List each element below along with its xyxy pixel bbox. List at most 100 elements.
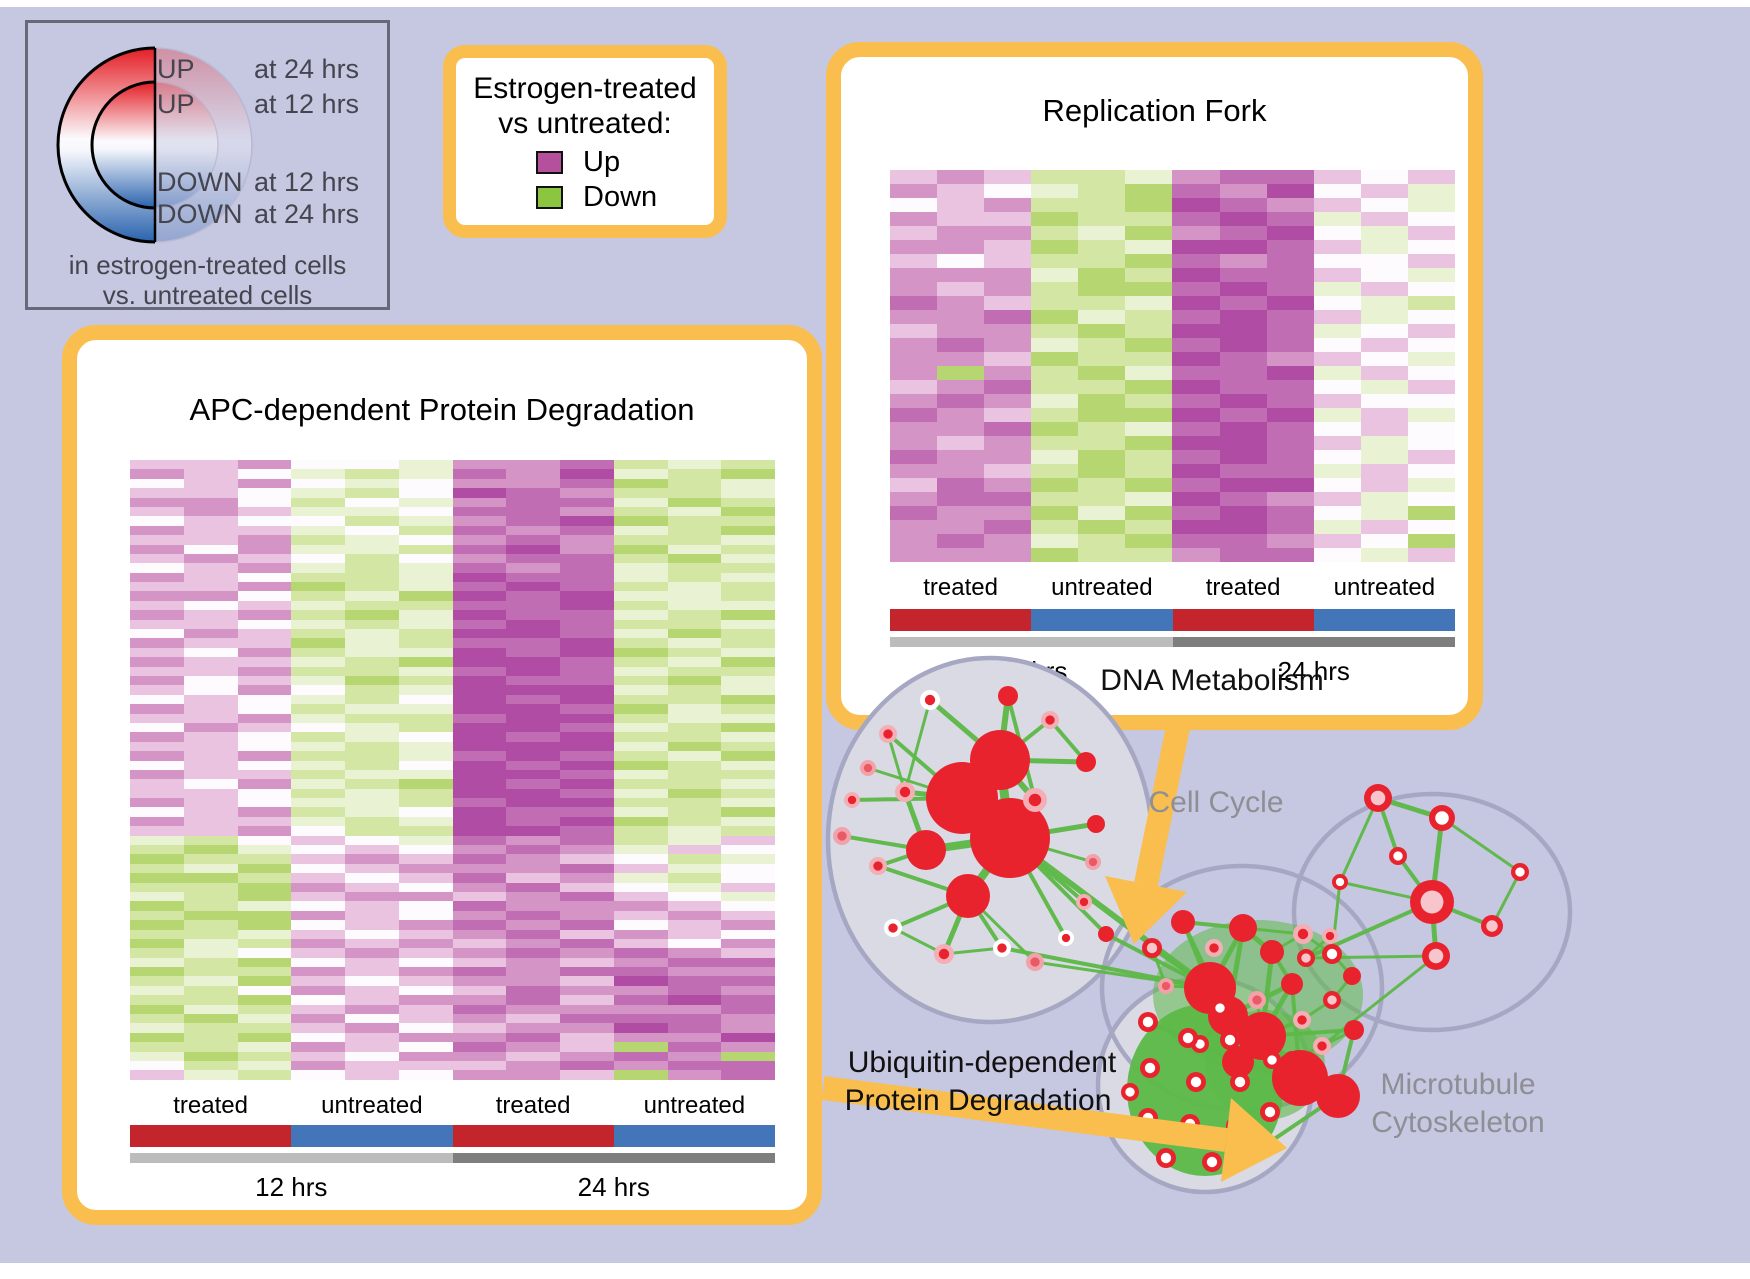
heatmap-cell [613,544,668,554]
heatmap-cell [984,240,1032,254]
heatmap-cell [452,948,507,958]
heatmap-cell [130,1070,184,1080]
heatmap-cell [452,638,507,648]
heatmap-cell [1219,380,1267,394]
heatmap-cell [1125,422,1173,436]
heatmap-cell [237,826,292,836]
heatmap-cell [613,610,668,620]
heatmap-cell [1407,338,1455,352]
heatmap-row [130,563,775,573]
heatmap-cell [984,380,1032,394]
heatmap-cell [398,694,453,705]
heatmap-cell [721,920,775,930]
heatmap-cell [452,901,507,911]
heatmap-cell [1219,310,1267,324]
heatmap-row [130,600,775,611]
rf-panel-title: Replication Fork [1042,93,1267,128]
heatmap-cell [1407,240,1455,254]
heatmap-cell [130,657,184,667]
heatmap-row [130,713,775,723]
heatmap-cell [560,657,614,667]
heatmap-cell [890,408,938,422]
heatmap-row [890,226,1455,240]
heatmap-cell [130,629,184,639]
heatmap-cell [452,666,507,676]
heatmap-cell [890,352,938,366]
heatmap-cell [345,835,399,846]
heatmap-cell [183,751,238,761]
heatmap-cell [984,450,1032,464]
heatmap-cell [721,657,775,667]
heatmap-cell [452,845,507,855]
heatmap-cell [721,694,775,705]
heatmap-cell [613,685,668,695]
heatmap-cell [721,1042,775,1052]
heatmap-cell [1172,268,1220,282]
heatmap-cell [560,713,614,723]
heatmap-cell [1078,198,1126,212]
heatmap-row [130,1023,775,1033]
heatmap-cell [1219,352,1267,366]
heatmap-cell [721,535,775,545]
heatmap-cell [452,985,507,996]
heatmap-cell [1172,352,1220,366]
heatmap-cell [130,1051,184,1061]
heatmap-cell [937,268,985,282]
heatmap-cell [937,450,985,464]
heatmap-cell [398,1042,453,1052]
heatmap-cell [1266,394,1314,408]
heatmap-cell [613,995,668,1005]
heatmap-cell [291,807,345,817]
heatmap-row [890,394,1455,408]
heatmap-cell [613,920,668,930]
heatmap-cell [345,938,399,949]
heatmap-cell [1031,240,1079,254]
heatmap-cell [237,563,292,573]
heatmap-cell [398,995,453,1005]
heatmap-cell [291,891,345,902]
heatmap-cell [1125,478,1173,492]
heatmap-cell [398,882,453,892]
heatmap-cell [291,901,345,911]
heatmap-cell [398,460,453,470]
heatmap-cell [183,647,238,658]
heatmap-cell [130,713,184,723]
heatmap-cell [291,572,345,583]
heatmap-cell [1266,296,1314,310]
heatmap-cell [721,478,775,489]
heatmap-row [130,506,775,517]
heatmap-cell [183,882,238,892]
heatmap-cell [183,553,238,564]
heatmap-cell [291,704,345,714]
heatmap-cell [506,694,560,705]
heatmap-cell [398,1051,453,1061]
heatmap-cell [667,845,722,855]
heatmap-cell [345,816,399,827]
heatmap-cell [1219,478,1267,492]
heatmap-cell [291,882,345,892]
heatmap-cell [452,751,507,761]
heatmap-cell [398,1061,453,1071]
heatmap-cell [613,882,668,892]
heatmap-cell [183,901,238,911]
heatmap-cell [667,666,722,676]
heatmap-cell [1266,240,1314,254]
heatmap-cell [183,816,238,827]
heatmap-cell [398,506,453,517]
heatmap-cell [183,1061,238,1071]
heatmap-cell [183,535,238,545]
heatmap-cell [1360,506,1408,520]
heatmap-cell [560,976,614,986]
heatmap-cell [1078,254,1126,268]
heatmap-cell [984,198,1032,212]
heatmap-cell [237,591,292,601]
heatmap-cell [237,629,292,639]
heatmap-row [890,212,1455,226]
heatmap-cell [560,769,614,780]
heatmap-cell [937,310,985,324]
heatmap-cell [130,807,184,817]
heatmap-cell [1266,268,1314,282]
heatmap-cell [667,779,722,789]
heatmap-cell [937,380,985,394]
heatmap-cell [291,497,345,507]
